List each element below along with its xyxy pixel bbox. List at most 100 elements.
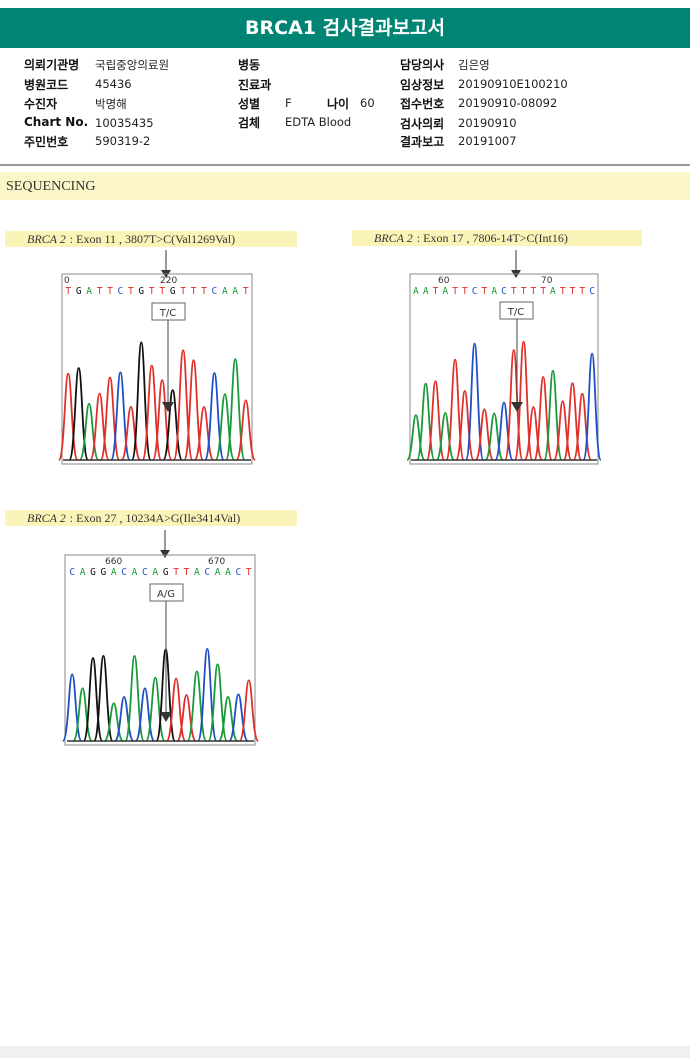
section-title: SEQUENCING (6, 179, 96, 194)
base-letter: C (204, 567, 210, 578)
value-patient-name: 박명해 (95, 97, 127, 111)
call-arrow-icon (162, 402, 174, 412)
base-letter: A (215, 567, 221, 578)
variant-description: : Exon 27 , 10234A>G(Ile3414Val) (69, 511, 241, 525)
position-label: 660 (105, 557, 122, 567)
base-letter: C (142, 567, 148, 578)
base-letter: T (570, 286, 576, 297)
variant-gene: BRCA 2 (374, 231, 413, 245)
label-requesting-institution: 의뢰기관명 (24, 58, 80, 72)
variant-gene: BRCA 2 (27, 511, 66, 525)
base-letter: C (472, 286, 478, 297)
position-label: 60 (438, 276, 450, 286)
trace-peak (435, 411, 455, 461)
call-arrow-icon (511, 402, 523, 412)
base-letter: A (550, 286, 556, 297)
trace-peak (464, 342, 485, 461)
trace-peak (124, 654, 145, 742)
trace-peak (214, 393, 236, 461)
base-call-label: T/C (159, 308, 176, 319)
value-clinical-info: 20190910E100210 (458, 77, 568, 91)
trace-peak (455, 390, 475, 461)
plot-frame (61, 273, 253, 465)
value-result-report: 20191007 (458, 134, 517, 148)
base-letter: C (212, 286, 218, 297)
label-physician: 담당의사 (400, 58, 445, 72)
base-letter: T (65, 286, 71, 297)
variant-caption-1: BRCA 2: Exon 11 , 3807T>C(Val1269Val) (5, 231, 297, 247)
trace-peak (228, 693, 249, 742)
trace-peak (523, 406, 544, 461)
base-letter: T (579, 286, 585, 297)
base-letter: T (531, 286, 537, 297)
label-clinical-info: 임상정보 (400, 78, 445, 92)
base-call-label: A/G (157, 589, 175, 600)
trace-peak (494, 401, 514, 461)
base-letter: G (138, 286, 144, 297)
value-sex: F (285, 96, 292, 110)
call-box (499, 301, 534, 320)
value-resident-number: 590319-2 (95, 134, 151, 148)
base-letter: C (69, 567, 75, 578)
base-letter: T (246, 567, 252, 578)
trace-peak (193, 405, 215, 461)
position-label: 0 (64, 276, 70, 286)
base-letter: A (132, 567, 138, 578)
trace-group (61, 647, 260, 742)
base-letter: T (128, 286, 134, 297)
trace-peak (235, 399, 257, 461)
trace-group (406, 340, 602, 461)
variant-gene: BRCA 2 (27, 232, 66, 246)
base-letter: T (97, 286, 103, 297)
base-letter: C (121, 567, 127, 578)
value-age: 60 (360, 96, 375, 110)
trace-peak (72, 687, 93, 742)
base-letter: T (540, 286, 546, 297)
base-letter: T (433, 286, 439, 297)
value-specimen: EDTA Blood (285, 115, 352, 129)
label-test-request: 검사의뢰 (400, 117, 445, 131)
variant-caption-3: BRCA 2: Exon 27 , 10234A>G(Ile3414Val) (5, 510, 297, 526)
label-accession-number: 접수번호 (400, 97, 445, 111)
call-box (151, 302, 186, 321)
base-letter: A (423, 286, 429, 297)
base-letter: T (201, 286, 207, 297)
marker-arrow-icon (160, 550, 170, 558)
trace-peak (513, 340, 534, 461)
trace-peak (445, 358, 465, 461)
base-letter: G (76, 286, 82, 297)
trace-peak (145, 676, 166, 742)
value-chart-no: 10035435 (95, 116, 154, 130)
trace-peak (113, 695, 135, 742)
value-hospital-code: 45436 (95, 77, 132, 91)
position-label: 670 (208, 557, 225, 567)
base-letter: A (232, 286, 238, 297)
label-ward: 병동 (238, 58, 261, 72)
footer-bar (0, 1046, 690, 1058)
base-letter: G (170, 286, 176, 297)
base-letter: A (222, 286, 228, 297)
base-letter: T (452, 286, 458, 297)
label-patient-name: 수진자 (24, 97, 58, 111)
trace-peak (89, 392, 110, 461)
base-letter: C (501, 286, 507, 297)
base-letter: A (491, 286, 497, 297)
base-letter: A (86, 286, 92, 297)
value-requesting-institution: 국립중앙의료원 (95, 58, 170, 72)
base-letter: T (173, 567, 179, 578)
base-letter: G (163, 567, 169, 578)
base-letter: T (560, 286, 566, 297)
section-header: SEQUENCING (0, 172, 690, 200)
trace-group (57, 341, 257, 461)
trace-peak (572, 392, 592, 461)
base-letter: T (482, 286, 488, 297)
report-title: BRCA1 검사결과보고서 (0, 8, 690, 48)
base-letter: T (149, 286, 155, 297)
